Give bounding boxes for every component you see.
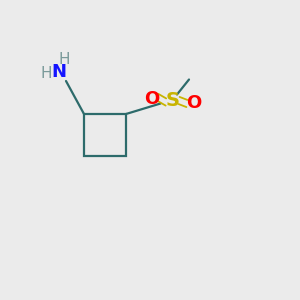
Text: O: O [186, 94, 201, 112]
Text: S: S [166, 91, 179, 110]
Text: N: N [51, 63, 66, 81]
Text: H: H [41, 66, 52, 81]
Text: H: H [59, 52, 70, 68]
Text: O: O [144, 90, 159, 108]
